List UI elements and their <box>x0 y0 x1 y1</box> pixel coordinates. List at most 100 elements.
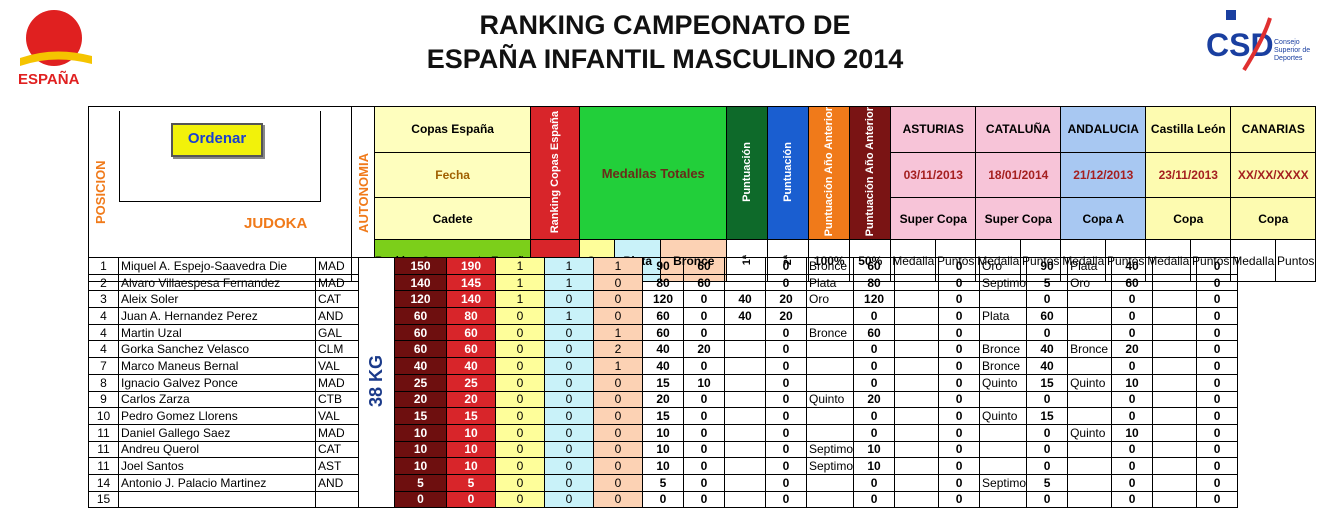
cell-oro: 1 <box>496 258 545 275</box>
cell-t3: 0 <box>1027 424 1068 441</box>
cell-t5: 0 <box>1197 441 1238 458</box>
cell-rkc: 120 <box>395 291 447 308</box>
cell-t3: 40 <box>1027 358 1068 375</box>
table-row[interactable]: 8 Ignacio Galvez Ponce MAD 25 25 0 0 0 15 10 0 0 0 Qu… <box>89 374 1238 391</box>
cell-plata: 0 <box>545 341 594 358</box>
cell-t2: 0 <box>939 408 980 425</box>
cell-m1 <box>807 424 854 441</box>
cell-pa1 <box>725 491 766 508</box>
cell-plata: 1 <box>545 308 594 325</box>
cell-m2 <box>895 391 939 408</box>
cell-m2 <box>895 274 939 291</box>
cell-t5: 0 <box>1197 258 1238 275</box>
cell-m5 <box>1153 341 1197 358</box>
cell-plata: 1 <box>545 258 594 275</box>
cell-oro: 0 <box>496 374 545 391</box>
cell-t5: 0 <box>1197 341 1238 358</box>
cell-rkc: 10 <box>395 424 447 441</box>
cell-pa2: 0 <box>766 341 807 358</box>
cell-rkc: 140 <box>395 274 447 291</box>
cell-oro: 0 <box>496 474 545 491</box>
cell-bronce: 0 <box>594 291 643 308</box>
cell-t1: 0 <box>854 374 895 391</box>
table-row[interactable]: 11 Andreu Querol CAT 10 10 0 0 0 10 0 0 Septimo 10 0 0… <box>89 441 1238 458</box>
cell-aut: MAD <box>316 274 359 291</box>
cell-rcp: 25 <box>447 374 496 391</box>
cell-t2: 0 <box>939 491 980 508</box>
cell-m5 <box>1153 358 1197 375</box>
medallas-totales-header: Medallas Totales <box>580 107 727 240</box>
cell-m3: Bronce <box>980 341 1027 358</box>
cell-p1: 20 <box>643 391 684 408</box>
cell-aut: AND <box>316 474 359 491</box>
cell-m1 <box>807 474 854 491</box>
table-row[interactable]: 2 Alvaro Villaespesa Fernandez MAD 140 145 1 1… <box>89 274 1238 291</box>
table-row[interactable]: 3 Aleix Soler CAT 120 140 1 0 0 120 0 40 20 Oro 120 0 0… <box>89 291 1238 308</box>
svg-text:Superior de: Superior de <box>1274 47 1310 54</box>
cell-t5: 0 <box>1197 491 1238 508</box>
region-asturias: ASTURIAS <box>891 107 976 153</box>
cell-oro: 0 <box>496 491 545 508</box>
table-row[interactable]: 9 Carlos Zarza CTB 20 20 0 0 0 20 0 0 Quinto 20 0 0 0 0 <box>89 391 1238 408</box>
table-row[interactable]: 4 Gorka Sanchez Velasco CLM 60 60 0 0 2 40 20 0 0 0 B… <box>89 341 1238 358</box>
cell-name: Antonio J. Palacio Martinez <box>119 474 316 491</box>
cell-rcp: 140 <box>447 291 496 308</box>
table-row[interactable]: 15 0 0 0 0 0 0 0 0 0 0 0 0 0 <box>89 491 1238 508</box>
cell-t5: 0 <box>1197 358 1238 375</box>
date-andalucia: 21/12/2013 <box>1061 152 1146 198</box>
cell-m4 <box>1068 408 1112 425</box>
posicion-label: POSICION <box>93 137 115 247</box>
cell-oro: 0 <box>496 358 545 375</box>
table-row[interactable]: 4 Martin Uzal GAL 60 60 0 0 1 60 0 0 Bronce 60 0 0 0 0 <box>89 324 1238 341</box>
cell-m5 <box>1153 324 1197 341</box>
cell-t1: 10 <box>854 458 895 475</box>
cell-plata: 0 <box>545 291 594 308</box>
cell-oro: 0 <box>496 408 545 425</box>
table-row[interactable]: 4 Juan A. Hernandez Perez AND 60 80 0 1 0 60 0 40 2… <box>89 308 1238 325</box>
cell-p1: 40 <box>643 341 684 358</box>
cell-t3: 15 <box>1027 408 1068 425</box>
cell-t3: 0 <box>1027 324 1068 341</box>
cell-m3: Septimo <box>980 474 1027 491</box>
date-canarias: XX/XX/XXXX <box>1231 152 1316 198</box>
cell-m1: Oro <box>807 291 854 308</box>
cell-t4: 60 <box>1112 274 1153 291</box>
cell-rcp: 10 <box>447 458 496 475</box>
cell-rkc: 10 <box>395 458 447 475</box>
table-row[interactable]: 14 Antonio J. Palacio Martinez AND 5 5 0 0 0 5 0 0… <box>89 474 1238 491</box>
cell-m5 <box>1153 308 1197 325</box>
table-row[interactable]: 1 Miquel A. Espejo-Saavedra Die MAD 38 KG 15… <box>89 258 1238 275</box>
header-table: Ordenar POSICION JUDOKA AUTONOMIA Copas … <box>88 106 1316 282</box>
cell-pa1: 40 <box>725 291 766 308</box>
cell-rcp: 0 <box>447 491 496 508</box>
cell-m4 <box>1068 441 1112 458</box>
judoka-label: JUDOKA <box>244 215 307 232</box>
table-row[interactable]: 11 Daniel Gallego Saez MAD 10 10 0 0 0 10 0 0 0 0 0 Qu… <box>89 424 1238 441</box>
date-asturias: 03/11/2013 <box>891 152 976 198</box>
cell-pa2: 0 <box>766 474 807 491</box>
cell-aut: CTB <box>316 391 359 408</box>
weight-class-label: 38 KG <box>359 258 395 508</box>
cell-p2: 0 <box>684 474 725 491</box>
cell-oro: 0 <box>496 324 545 341</box>
cell-pa2: 0 <box>766 358 807 375</box>
cell-p2: 60 <box>684 274 725 291</box>
cell-rkc: 5 <box>395 474 447 491</box>
region-cataluna: CATALUÑA <box>976 107 1061 153</box>
table-row[interactable]: 10 Pedro Gomez Llorens VAL 15 15 0 0 0 15 0 0 0 0 Qui… <box>89 408 1238 425</box>
cell-t4: 0 <box>1112 441 1153 458</box>
cell-aut: AND <box>316 308 359 325</box>
cell-t5: 0 <box>1197 458 1238 475</box>
cell-bronce: 0 <box>594 274 643 291</box>
cell-aut: CAT <box>316 441 359 458</box>
table-row[interactable]: 11 Joel Santos AST 10 10 0 0 0 10 0 0 Septimo 10 0 0 0 0 <box>89 458 1238 475</box>
table-row[interactable]: 7 Marco Maneus Bernal VAL 40 40 0 0 1 40 0 0 0 0 Bron… <box>89 358 1238 375</box>
cell-t5: 0 <box>1197 291 1238 308</box>
cell-pa1 <box>725 458 766 475</box>
cell-rkc: 0 <box>395 491 447 508</box>
cell-t1: 120 <box>854 291 895 308</box>
cell-bronce: 0 <box>594 408 643 425</box>
cell-bronce: 0 <box>594 441 643 458</box>
cell-m5 <box>1153 408 1197 425</box>
ordenar-button[interactable]: Ordenar <box>171 123 263 157</box>
